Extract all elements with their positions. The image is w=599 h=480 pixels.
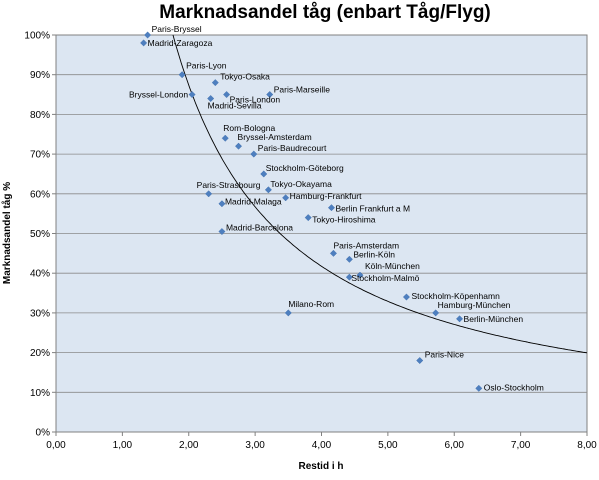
data-label: Berlin-München <box>464 314 524 324</box>
x-tick-label: 8,00 <box>577 440 597 451</box>
data-point <box>205 190 213 198</box>
trendline-group <box>172 34 588 354</box>
data-point <box>223 91 231 99</box>
data-point <box>218 200 226 208</box>
data-point <box>345 255 353 263</box>
data-point <box>266 91 274 99</box>
y-tick-label: 90% <box>30 70 50 81</box>
x-tick-label: 5,00 <box>378 440 398 451</box>
y-tick-label: 0% <box>36 428 51 439</box>
data-label: Madrid-Sevilla <box>208 101 262 111</box>
data-label: Rom-Bologna <box>223 123 275 133</box>
data-point <box>304 214 312 222</box>
y-tick-label: 80% <box>30 110 50 121</box>
data-label: Paris-Nice <box>425 350 464 360</box>
data-label: Stockholm-Göteborg <box>266 163 344 173</box>
data-point <box>207 95 215 103</box>
point-labels: Paris-BrysselMadrid-ZaragozaParis-LyonTo… <box>129 24 544 392</box>
data-label: Bryssel-London <box>129 90 188 100</box>
data-label: Paris-Strasbourg <box>197 180 261 190</box>
data-point <box>188 91 196 99</box>
data-label: Paris-Lyon <box>186 61 227 71</box>
data-label: Paris-Baudrecourt <box>258 143 327 153</box>
data-point <box>416 357 424 365</box>
data-point <box>178 71 186 79</box>
data-label: Köln-München <box>365 261 420 271</box>
data-point <box>260 170 268 178</box>
data-label: Hamburg-München <box>438 300 511 310</box>
y-tick-label: 50% <box>30 229 50 240</box>
gridlines <box>56 74 587 393</box>
data-point <box>211 79 219 87</box>
data-label: Tokyo-Osaka <box>220 72 270 82</box>
data-point <box>327 204 335 212</box>
x-tick-label: 2,00 <box>179 440 199 451</box>
data-label: Tokyo-Hiroshima <box>312 215 376 225</box>
x-tick-label: 0,00 <box>46 440 66 451</box>
data-point <box>264 186 272 194</box>
data-point <box>140 39 148 47</box>
data-point <box>345 273 353 281</box>
data-label: Paris-Bryssel <box>152 24 202 34</box>
data-point <box>144 31 152 39</box>
data-label: Paris-Amsterdam <box>333 240 399 250</box>
data-point <box>250 150 258 158</box>
axes: 0% 10% 20% 30% 40% 50% 60% 70% 80% 90% 100% 0,00 1,0… <box>24 31 597 452</box>
y-axis-title: Marknadsandel tåg % <box>1 182 13 284</box>
x-tick-label: 3,00 <box>245 440 265 451</box>
data-label: Hamburg-Frankfurt <box>290 191 362 201</box>
data-point <box>432 309 440 317</box>
data-point <box>235 142 243 150</box>
data-point <box>282 194 290 202</box>
data-point <box>329 249 337 257</box>
trendline <box>172 34 588 354</box>
y-tick-label: 20% <box>30 348 50 359</box>
y-tick-label: 30% <box>30 308 50 319</box>
data-label: Stockholm-Malmö <box>351 273 419 283</box>
x-tick-label: 6,00 <box>445 440 465 451</box>
data-point <box>475 384 483 392</box>
y-tick-label: 40% <box>30 269 50 280</box>
data-points <box>140 31 483 392</box>
x-tick-label: 7,00 <box>511 440 531 451</box>
data-point <box>356 271 364 279</box>
data-label: Paris-London <box>230 95 281 105</box>
chart-title: Marknadsandel tåg (enbart Tåg/Flyg) <box>159 2 491 23</box>
data-point <box>218 228 226 235</box>
data-label: Madrid-Barcelona <box>226 223 293 233</box>
data-point <box>402 293 410 301</box>
y-tick-label: 10% <box>30 388 50 399</box>
data-point <box>284 309 292 317</box>
data-label: Madrid-Zaragoza <box>148 38 213 48</box>
data-label: Berlin-Köln <box>353 249 395 259</box>
data-point <box>456 315 464 323</box>
x-tick-label: 1,00 <box>113 440 133 451</box>
data-label: Milano-Rom <box>288 299 334 309</box>
y-tick-label: 70% <box>30 150 50 161</box>
data-label: Stockholm-Köpenhamn <box>411 291 500 301</box>
y-tick-label: 60% <box>30 189 50 200</box>
data-label: Bryssel-Amsterdam <box>238 132 312 142</box>
x-axis-title: Restid i h <box>298 461 343 472</box>
data-label: Paris-Marseille <box>274 85 330 95</box>
data-label: Madrid-Malaga <box>225 197 282 207</box>
data-label: Oslo-Stockholm <box>484 382 544 392</box>
data-point <box>221 134 229 142</box>
data-label: Tokyo-Okayama <box>270 179 332 189</box>
data-label: Berlin Frankfurt a M <box>335 204 410 214</box>
y-tick-label: 100% <box>24 31 50 42</box>
x-tick-label: 4,00 <box>312 440 332 451</box>
